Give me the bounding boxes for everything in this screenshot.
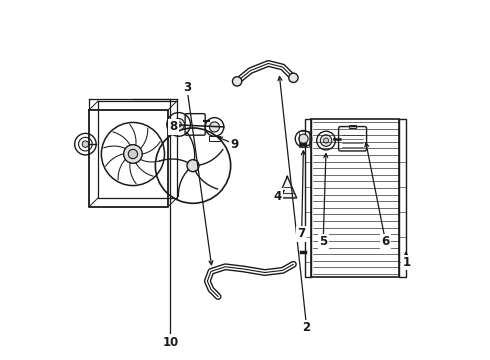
Circle shape (173, 118, 185, 130)
Polygon shape (278, 176, 296, 198)
Text: 3: 3 (183, 81, 191, 94)
Bar (349, 125, 356, 129)
Circle shape (82, 141, 89, 147)
Text: 7: 7 (297, 227, 306, 240)
Circle shape (323, 138, 329, 143)
Bar (299, 131, 309, 147)
Bar (311, 119, 399, 277)
Circle shape (232, 77, 242, 86)
Text: 10: 10 (162, 336, 178, 348)
Text: 9: 9 (231, 138, 239, 150)
Text: 5: 5 (319, 235, 327, 248)
Circle shape (187, 159, 199, 172)
Circle shape (176, 122, 181, 127)
Bar (209, 136, 221, 140)
Circle shape (210, 122, 220, 132)
Circle shape (289, 73, 298, 82)
Text: 6: 6 (381, 235, 390, 248)
Text: 2: 2 (303, 321, 311, 334)
Bar (305, 119, 311, 277)
Text: 1: 1 (402, 256, 411, 269)
Text: 4: 4 (273, 190, 281, 203)
Circle shape (128, 149, 138, 159)
Circle shape (123, 145, 142, 163)
Circle shape (320, 135, 332, 146)
Circle shape (299, 134, 308, 143)
Bar (399, 119, 406, 277)
Text: 8: 8 (169, 121, 177, 134)
